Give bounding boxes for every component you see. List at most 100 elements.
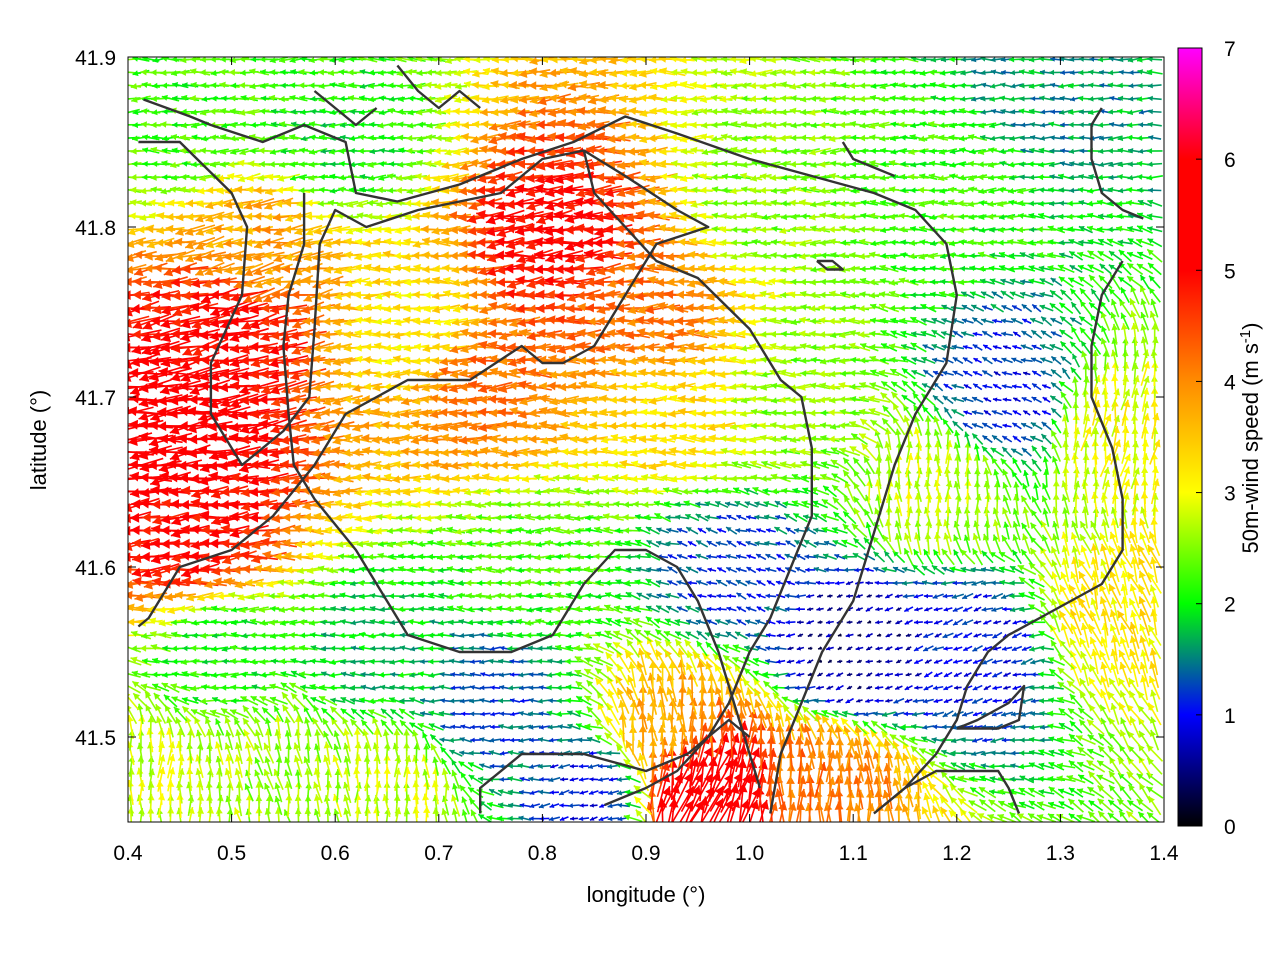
wind-vector (817, 673, 822, 677)
wind-vector (706, 528, 718, 534)
wind-vector (1147, 249, 1162, 262)
wind-vector (837, 659, 842, 663)
wind-vector (373, 807, 380, 831)
wind-vector (727, 515, 737, 520)
wind-vector (992, 358, 1002, 363)
wind-vector (1051, 331, 1062, 336)
wind-vector (1149, 288, 1160, 303)
wind-vector (993, 332, 1002, 336)
wind-vector (934, 673, 942, 677)
wind-vector (963, 423, 973, 428)
wind-vector (580, 790, 589, 794)
wind-vector (943, 620, 952, 625)
wind-vector (1060, 330, 1073, 339)
wind-vector (646, 802, 657, 835)
wind-vector (1012, 646, 1022, 651)
wind-vector (1022, 672, 1032, 677)
wind-vector (1051, 370, 1061, 378)
wind-vector (1013, 371, 1021, 375)
wind-vector (991, 448, 1004, 456)
wind-vector (1013, 398, 1020, 402)
wind-vector (190, 685, 209, 691)
wind-vector (857, 633, 861, 637)
wind-vector (992, 672, 1002, 677)
wind-vector (807, 660, 813, 664)
wind-vector (972, 434, 982, 445)
wind-vector (745, 633, 756, 638)
wind-vector (858, 305, 880, 312)
wind-vector (1122, 414, 1129, 438)
wind-vector (856, 594, 863, 598)
wind-vector (1013, 332, 1020, 337)
wind-vector (858, 318, 880, 325)
wind-vector (875, 607, 882, 611)
wind-vector (529, 803, 539, 808)
wind-vector (867, 620, 871, 623)
wind-vector (765, 567, 776, 572)
wind-vector (1012, 423, 1021, 429)
wind-vector (869, 213, 889, 219)
wind-vector (876, 594, 883, 598)
wind-vector (877, 659, 882, 663)
wind-vector (1112, 361, 1119, 386)
wind-vector (865, 699, 873, 703)
wind-vector (785, 593, 797, 598)
wind-vector (902, 368, 915, 378)
wind-vector (656, 528, 668, 533)
wind-vector (856, 607, 863, 611)
wind-vector (646, 579, 660, 587)
wind-vector (570, 816, 578, 820)
wind-vector (836, 673, 843, 677)
wind-vector (895, 620, 902, 624)
wind-vector (914, 660, 923, 664)
wind-vector (1070, 342, 1082, 353)
wind-vector (1013, 620, 1022, 624)
wind-vector (1071, 327, 1080, 342)
wind-vector (835, 581, 844, 586)
wind-vector (579, 777, 589, 782)
wind-vector (742, 240, 761, 246)
wind-vector (609, 777, 618, 781)
wind-vector (902, 581, 915, 586)
wind-vector (856, 699, 862, 703)
wind-vector (827, 607, 832, 611)
wind-vector (962, 594, 973, 599)
wind-vector (804, 580, 815, 585)
wind-vector (559, 803, 569, 808)
wind-vector (973, 712, 982, 716)
wind-vector (903, 742, 914, 765)
wind-vector (992, 633, 1001, 638)
wind-vector (897, 633, 901, 637)
wind-vector (697, 567, 707, 572)
wind-vector (964, 660, 972, 664)
wind-vector (432, 808, 439, 830)
wind-vector (914, 607, 922, 611)
wind-vector (529, 672, 541, 677)
wind-vector (570, 764, 578, 768)
wind-vector (1003, 659, 1011, 663)
wind-vector (668, 554, 677, 558)
wind-vector (1042, 422, 1051, 430)
wind-vector (905, 620, 913, 624)
wind-vector (954, 673, 962, 677)
wind-vector (583, 632, 604, 639)
wind-vector (510, 712, 520, 717)
wind-vector (412, 755, 419, 778)
wind-vector (826, 646, 834, 650)
wind-vector (746, 606, 756, 611)
wind-vector (736, 567, 747, 572)
wind-vector (1070, 318, 1081, 325)
wind-vector (412, 807, 419, 831)
wind-vector (726, 607, 736, 612)
wind-vector (983, 620, 991, 624)
wind-vector (962, 712, 973, 717)
wind-vector (736, 515, 746, 520)
wind-vector (992, 435, 1002, 442)
wind-vector (974, 620, 982, 624)
wind-vector (1041, 371, 1052, 376)
wind-vector (981, 318, 993, 323)
wind-vector (800, 265, 821, 272)
wind-vector (500, 711, 511, 716)
wind-vector (589, 790, 598, 794)
wind-vector (993, 620, 1001, 624)
